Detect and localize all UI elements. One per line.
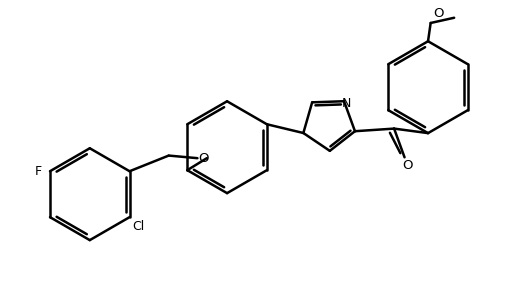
Text: O: O [198, 152, 209, 165]
Text: F: F [35, 165, 42, 178]
Text: O: O [402, 159, 412, 172]
Text: N: N [342, 97, 351, 110]
Text: Cl: Cl [132, 220, 145, 233]
Text: O: O [433, 7, 444, 20]
